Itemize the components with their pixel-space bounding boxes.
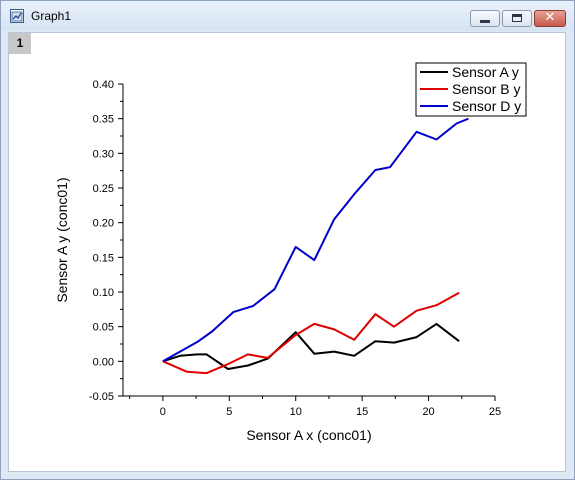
x-tick-label: 0 [160,406,166,418]
series-line-1[interactable] [162,322,460,370]
legend-label: Sensor A y [452,64,519,80]
x-tick-label: 25 [489,406,501,418]
y-tick-label: -0.05 [89,391,114,403]
maximize-button[interactable] [502,10,532,27]
series-line-2[interactable] [162,291,460,375]
y-tick-label: 0.15 [93,252,114,264]
axes [122,84,495,397]
y-tick-label: 0.25 [93,183,114,195]
title-bar[interactable]: Graph1 ✕ [1,1,574,31]
x-tick-label: 15 [356,406,368,418]
ticks: -0.05 0.00 0.05 0.10 0.15 0.20 0.25 0.30 0.35 0.4… [89,79,501,418]
series-line-3[interactable] [162,117,469,363]
minimize-button[interactable] [470,10,500,27]
y-tick-label: 0.20 [93,218,114,230]
y-tick-label: 0.10 [93,287,114,299]
y-axis-title: Sensor A y (conc01) [54,177,70,302]
x-tick-label: 20 [422,406,434,418]
legend-label: Sensor D y [452,98,521,114]
x-tick-label: 10 [290,406,302,418]
close-icon: ✕ [544,10,556,25]
y-tick-label: 0.30 [93,148,114,160]
maximize-icon [512,14,522,22]
graph-app-icon [10,9,24,23]
y-tick-label: 0.35 [93,114,114,126]
series-layer [162,117,469,375]
y-tick-label: 0.00 [93,356,114,368]
layer-tab[interactable]: 1 [9,33,31,54]
minimize-icon [480,20,490,23]
x-tick-label: 5 [226,406,232,418]
y-tick-label: 0.05 [93,322,114,334]
y-tick-label: 0.40 [93,79,114,91]
window-title: Graph1 [31,9,72,23]
x-axis-title: Sensor A x (conc01) [246,427,371,443]
close-button[interactable]: ✕ [534,10,566,27]
legend-label: Sensor B y [452,81,520,97]
